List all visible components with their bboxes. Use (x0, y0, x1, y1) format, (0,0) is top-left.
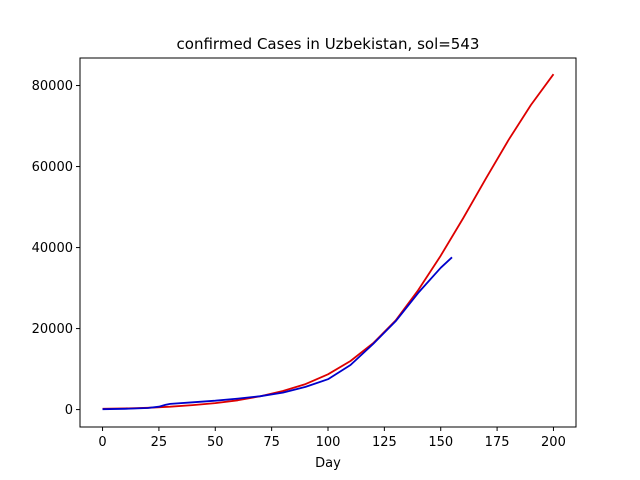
y-tick-label: 0 (65, 403, 73, 418)
series-line-2 (102, 256, 453, 411)
x-axis-label: Day (315, 456, 341, 471)
y-axis: 0 20000 40000 60000 80000 (32, 79, 80, 418)
x-tick-label: 50 (207, 435, 224, 450)
x-tick-label: 175 (485, 435, 510, 450)
x-tick-label: 200 (541, 435, 566, 450)
y-tick-label: 40000 (32, 241, 73, 256)
x-tick-label: 150 (428, 435, 453, 450)
y-tick-label: 80000 (32, 79, 73, 94)
x-tick-label: 25 (151, 435, 168, 450)
plot-lines (102, 73, 555, 411)
x-tick-label: 125 (372, 435, 397, 450)
chart-title: confirmed Cases in Uzbekistan, sol=543 (177, 35, 480, 53)
plot-frame (79, 57, 577, 428)
x-tick-label: 0 (98, 435, 106, 450)
series-line-1 (102, 73, 555, 410)
y-tick-label: 60000 (32, 160, 73, 175)
x-axis: 0 25 50 75 100 125 150 175 200 (98, 427, 566, 450)
y-tick-label: 20000 (32, 322, 73, 337)
x-tick-label: 100 (316, 435, 341, 450)
x-tick-label: 75 (263, 435, 280, 450)
